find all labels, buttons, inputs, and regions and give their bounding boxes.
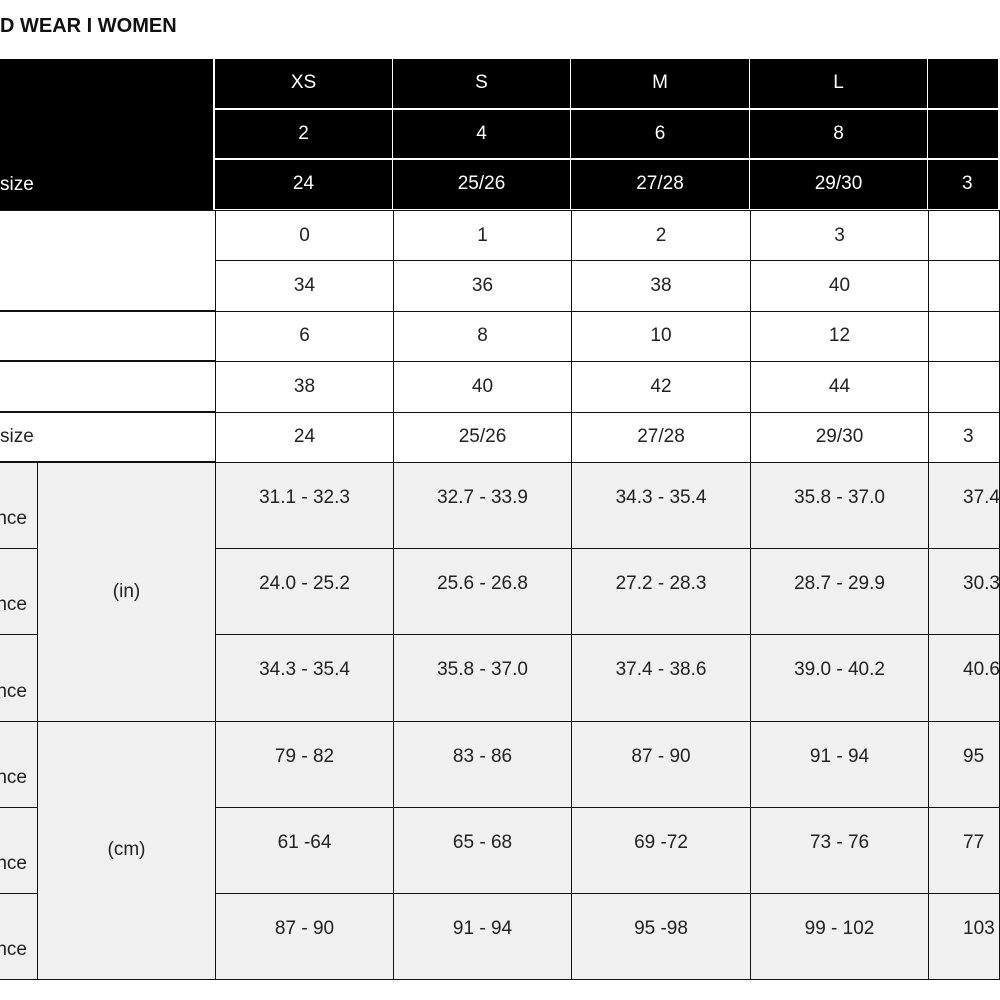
size-cell: 25/26 — [393, 411, 572, 463]
header-cell — [928, 59, 1000, 110]
measurement-cell: 40.6 — [928, 634, 1000, 722]
measurement-cell: 95 — [928, 720, 1000, 808]
header-cell: 8 — [750, 109, 929, 160]
size-cell: 40 — [393, 361, 572, 413]
header-cell: 25/26 — [393, 160, 572, 211]
header-cell: 27/28 — [571, 160, 751, 211]
size-cell — [928, 210, 1000, 262]
size-cell — [928, 361, 1000, 413]
measurement-cell: 25.6 - 26.8 — [393, 548, 572, 636]
size-cell: 3 — [750, 210, 929, 262]
measurement-label: nce — [0, 548, 38, 636]
measurement-cell: 95 -98 — [571, 893, 751, 981]
measurement-label: nce — [0, 634, 38, 722]
size-cell: 6 — [215, 310, 394, 363]
size-cell: 8 — [393, 310, 572, 363]
size-cell: 36 — [393, 260, 572, 312]
measurement-cell: 61 -64 — [215, 806, 394, 894]
measurement-cell: 91 - 94 — [750, 720, 929, 808]
measurement-cell: 99 - 102 — [750, 893, 929, 981]
size-cell: 38 — [571, 260, 751, 312]
header-cell: 4 — [393, 109, 572, 160]
header-cell: S — [393, 59, 572, 110]
measurement-cell: 39.0 - 40.2 — [750, 634, 929, 722]
size-cell: 38 — [215, 361, 394, 413]
measurement-label: nce — [0, 806, 38, 894]
header-cell — [928, 109, 1000, 160]
size-cell — [928, 260, 1000, 312]
size-cell: 1 — [393, 210, 572, 262]
size-row-label — [0, 210, 216, 311]
header-cell: L — [750, 59, 929, 110]
measurement-cell: 37.4 - 38.6 — [571, 634, 751, 722]
measurement-cell: 37.4 — [928, 462, 1000, 550]
measurement-cell: 73 - 76 — [750, 806, 929, 894]
header-cell: 2 — [215, 109, 394, 160]
measurement-cell: 28.7 - 29.9 — [750, 548, 929, 636]
measurement-cell: 32.7 - 33.9 — [393, 462, 572, 550]
unit-label: (cm) — [37, 720, 216, 981]
size-cell: 0 — [215, 210, 394, 262]
size-row-label — [0, 361, 216, 412]
measurement-cell: 79 - 82 — [215, 720, 394, 808]
chart-title: D WEAR I WOMEN — [0, 15, 177, 37]
measurement-cell: 91 - 94 — [393, 893, 572, 981]
unit-label: (in) — [37, 462, 216, 722]
measurement-label: nce — [0, 893, 38, 981]
size-cell: 2 — [571, 210, 751, 262]
size-cell: 27/28 — [571, 411, 751, 463]
measurement-label: nce — [0, 462, 38, 550]
measurement-cell: 35.8 - 37.0 — [750, 462, 929, 550]
measurement-cell: 35.8 - 37.0 — [393, 634, 572, 722]
header-cell: XS — [215, 59, 394, 110]
size-cell: 44 — [750, 361, 929, 413]
size-cell: 34 — [215, 260, 394, 312]
size-cell — [928, 310, 1000, 363]
size-cell: 12 — [750, 310, 929, 363]
measurement-cell: 87 - 90 — [571, 720, 751, 808]
measurement-cell: 87 - 90 — [215, 893, 394, 981]
header-cell: 29/30 — [750, 160, 929, 211]
header-label-block — [0, 59, 215, 211]
measurement-cell: 34.3 - 35.4 — [215, 634, 394, 722]
header-cell: M — [571, 59, 751, 110]
header-cell: 6 — [571, 109, 751, 160]
measurement-label: nce — [0, 720, 38, 808]
header-cell: 24 — [215, 160, 394, 211]
size-row-label — [0, 310, 216, 362]
measurement-cell: 83 - 86 — [393, 720, 572, 808]
size-cell: 3 — [928, 411, 1000, 463]
measurement-cell: 31.1 - 32.3 — [215, 462, 394, 550]
size-row-label: size — [0, 411, 216, 462]
measurement-cell: 34.3 - 35.4 — [571, 462, 751, 550]
measurement-cell: 65 - 68 — [393, 806, 572, 894]
measurement-cell: 103 — [928, 893, 1000, 981]
header-row-label: size — [0, 174, 34, 196]
measurement-cell: 24.0 - 25.2 — [215, 548, 394, 636]
size-cell: 40 — [750, 260, 929, 312]
size-cell: 42 — [571, 361, 751, 413]
size-cell: 10 — [571, 310, 751, 363]
size-cell: 29/30 — [750, 411, 929, 463]
measurement-cell: 30.3 — [928, 548, 1000, 636]
size-cell: 24 — [215, 411, 394, 463]
measurement-cell: 27.2 - 28.3 — [571, 548, 751, 636]
measurement-cell: 77 — [928, 806, 1000, 894]
measurement-cell: 69 -72 — [571, 806, 751, 894]
header-cell: 3 — [928, 160, 1000, 211]
